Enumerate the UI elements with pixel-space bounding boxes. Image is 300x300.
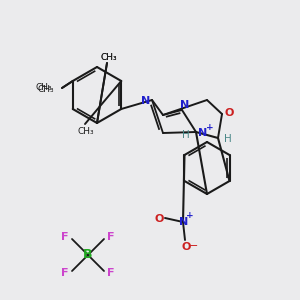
Text: N: N xyxy=(180,100,190,110)
Text: H: H xyxy=(224,134,232,144)
Text: H: H xyxy=(182,130,190,140)
Text: −: − xyxy=(189,241,199,251)
Text: F: F xyxy=(61,232,69,242)
Text: CH₃: CH₃ xyxy=(38,85,54,94)
Text: F: F xyxy=(107,268,115,278)
Text: +: + xyxy=(186,212,194,220)
Text: O: O xyxy=(181,242,191,252)
Text: F: F xyxy=(107,232,115,242)
Text: CH₃: CH₃ xyxy=(101,52,117,62)
Text: +: + xyxy=(206,122,214,131)
Text: CH₃: CH₃ xyxy=(35,83,52,92)
Text: F: F xyxy=(61,268,69,278)
Text: N: N xyxy=(141,96,151,106)
Text: O: O xyxy=(154,214,164,224)
Text: B: B xyxy=(83,248,93,262)
Text: O: O xyxy=(224,108,234,118)
Text: N: N xyxy=(198,128,208,138)
Text: CH₃: CH₃ xyxy=(78,128,94,136)
Text: CH₃: CH₃ xyxy=(101,53,117,62)
Text: N: N xyxy=(179,217,189,227)
